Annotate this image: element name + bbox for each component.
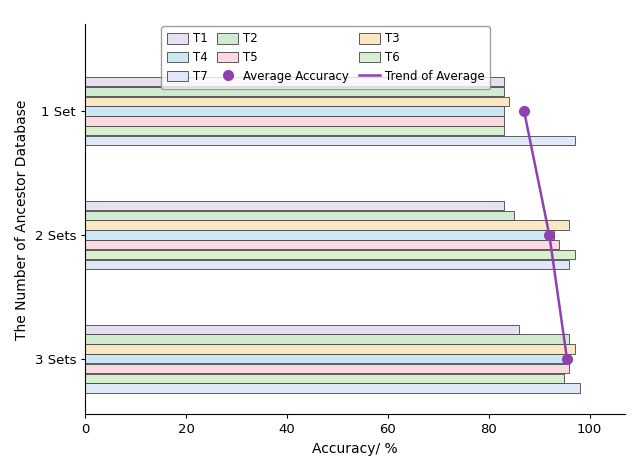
Bar [85,374,564,383]
Bar [85,230,554,240]
Bar [85,87,504,96]
Bar [85,260,570,269]
Bar [85,77,504,86]
Bar [85,354,570,363]
Bar [85,106,504,116]
Bar [85,126,504,135]
Bar [85,344,575,354]
Y-axis label: The Number of Ancestor Database: The Number of Ancestor Database [15,99,29,340]
X-axis label: Accuracy/ %: Accuracy/ % [312,442,398,456]
Bar [85,334,570,344]
Bar [85,116,504,125]
Bar [85,325,519,334]
Bar [85,201,504,210]
Bar [85,364,570,373]
Bar [85,250,575,259]
Bar [85,136,575,145]
Bar [85,240,559,249]
Bar [85,383,580,393]
Bar [85,97,509,106]
Bar [85,211,514,220]
Bar [85,220,570,230]
Legend: T1, T4, T7, T2, T5, Average Accuracy, T3, T6, Trend of Average: T1, T4, T7, T2, T5, Average Accuracy, T3… [161,26,490,89]
